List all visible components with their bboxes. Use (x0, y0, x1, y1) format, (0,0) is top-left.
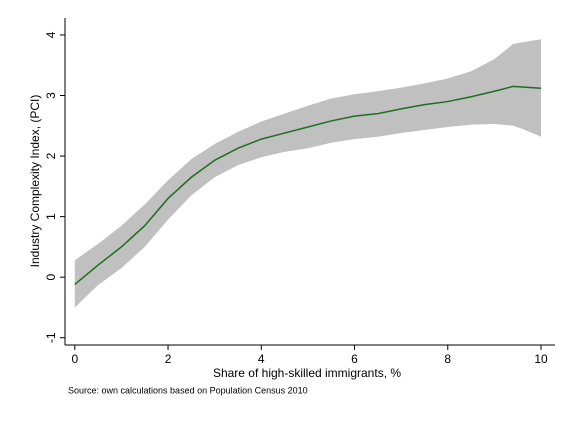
x-tick-label: 4 (258, 352, 265, 366)
x-tick-label: 6 (351, 352, 358, 366)
y-axis-label: Industry Complexity Index, (PCI) (28, 95, 42, 268)
y-tick-label: 3 (44, 92, 58, 99)
y-tick-label: 0 (44, 274, 58, 281)
y-tick-label: 1 (44, 213, 58, 220)
x-tick-label: 10 (534, 352, 548, 366)
chart: Share of high-skilled immigrants, % Indu… (28, 18, 555, 395)
x-tick-label: 8 (444, 352, 451, 366)
source-note: Source: own calculations based on Popula… (68, 385, 308, 395)
confidence-band (74, 39, 542, 308)
y-tick-label: -1 (44, 332, 58, 343)
y-tick-label: 2 (44, 152, 58, 159)
fit-line (74, 85, 542, 286)
y-tick-label: 4 (44, 31, 58, 38)
x-tick-label: 0 (71, 352, 78, 366)
x-tick-label: 2 (165, 352, 172, 366)
x-axis-label: Share of high-skilled immigrants, % (213, 366, 401, 380)
